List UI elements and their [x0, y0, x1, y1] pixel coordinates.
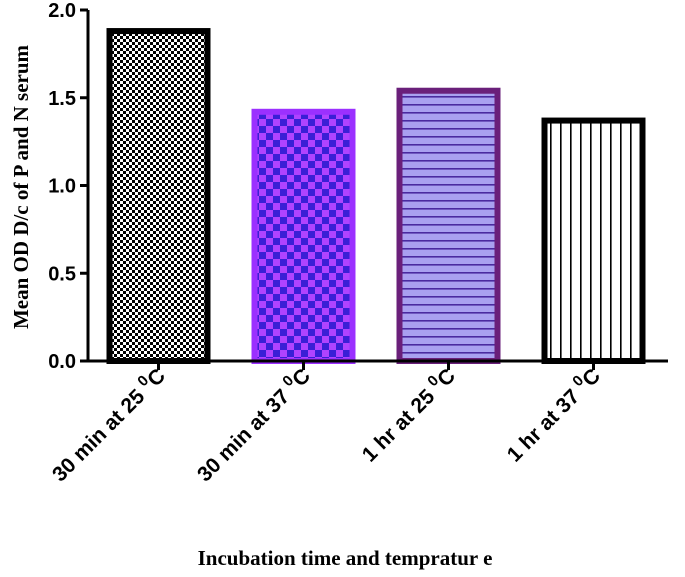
x-tick-label: 30 min at 25 0C [45, 361, 170, 486]
y-axis-title: Mean OD D/c of P and N serum [9, 44, 33, 329]
x-tick-label: 1 hr at 37 0C [500, 361, 605, 466]
x-axis-title: Incubation time and tempratur e [198, 546, 493, 570]
y-tick-label: 0.0 [48, 351, 76, 373]
y-ticks-group: 0.0 0.5 1.0 1.5 2.0 [48, 0, 88, 373]
bar-4 [541, 117, 646, 364]
bars-group [106, 28, 646, 365]
bar-3 [396, 87, 501, 364]
x-tick-label: 30 min at 37 0C [190, 361, 315, 486]
y-tick-label: 1.0 [48, 176, 76, 198]
y-tick-label: 0.5 [48, 263, 76, 285]
bar-1 [106, 28, 211, 365]
x-tick-label: 1 hr at 25 0C [355, 361, 460, 466]
bar-2 [251, 108, 356, 365]
y-tick-label: 1.5 [48, 88, 76, 110]
y-tick-label: 2.0 [48, 0, 76, 22]
